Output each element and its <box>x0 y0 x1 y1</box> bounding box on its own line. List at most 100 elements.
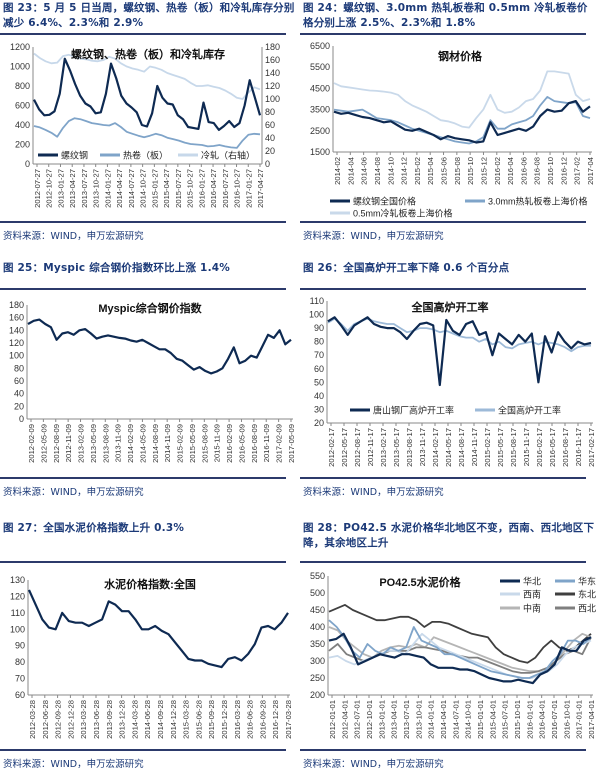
x-tick-label: 2012-02-09 <box>27 424 36 463</box>
x-tick-label: 2017-02-17 <box>587 428 596 467</box>
y-tick-label: 90 <box>314 323 324 333</box>
x-tick-label: 2014-11-09 <box>163 424 172 462</box>
y-tick-label: 350 <box>310 639 325 649</box>
cement-index-chart: 60 70 80 90 100 110 120 130 2012-03-28 2012-06-28… <box>10 575 293 739</box>
series-line <box>33 52 261 100</box>
divider <box>0 221 286 223</box>
y-tick-label: 1500 <box>310 147 330 157</box>
x-tick-label: 2016-04-01 <box>538 700 547 739</box>
x-tick-label: 2012-03-28 <box>28 700 37 739</box>
y-tick-label: 3500 <box>310 105 330 115</box>
x-tick-label: 2017-04 <box>586 157 595 185</box>
figure-caption: 图 25：Myspic 综合钢价指数环比上涨 1.4% <box>3 262 230 274</box>
x-tick-label: 2015-04-27 <box>162 169 171 208</box>
x-tick-label: 2015-05-17 <box>496 428 505 467</box>
y-tick-label: 40 <box>14 389 24 399</box>
y-tick-label: 70 <box>314 350 324 360</box>
x-tick-label: 2013-05-09 <box>89 424 98 463</box>
y-tick-label: 800 <box>15 81 30 91</box>
y-tick-label: 110 <box>310 296 324 306</box>
y-tick-label: 30 <box>314 404 324 414</box>
series-line <box>27 589 289 669</box>
legend-label: 热卷（板） <box>123 150 168 161</box>
x-tick-label: 2015-11-09 <box>213 424 222 462</box>
y-tick-label: 160 <box>9 313 24 323</box>
x-tick-label: 2015-10 <box>466 157 475 185</box>
y-tick-label: 0 <box>19 414 24 424</box>
x-tick-label: 2017-05-09 <box>287 424 296 463</box>
y-tick-label: 70 <box>15 674 25 684</box>
divider <box>0 749 286 751</box>
y-tick-label: 550 <box>310 571 325 581</box>
series-line <box>328 604 592 664</box>
x-tick-label: 2015-01-27 <box>150 169 159 208</box>
x-tick-label: 2014-10 <box>386 157 395 185</box>
y-tick-label: 300 <box>310 656 325 666</box>
source-note: 资料来源：WIND，申万宏源研究 <box>3 759 144 770</box>
y-tick-label: 500 <box>310 588 325 598</box>
x-tick-label: 2014-12-28 <box>169 700 178 739</box>
x-tick-label: 2014-08-09 <box>151 424 160 463</box>
series-line <box>333 70 591 129</box>
x-tick-label: 2016-10 <box>546 157 555 185</box>
y-tick-label: 50 <box>314 377 324 387</box>
series-line <box>328 632 592 685</box>
x-tick-label: 2015-02 <box>413 157 422 185</box>
x-tick-label: 2015-02-09 <box>176 424 185 463</box>
y2-tick-label: 80 <box>265 107 275 117</box>
x-tick-label: 2016-01-27 <box>197 169 206 208</box>
x-tick-label: 2017-02 <box>573 157 582 185</box>
x-tick-label: 2014-10-01 <box>464 700 473 739</box>
x-tick-label: 2015-10-01 <box>513 700 522 739</box>
x-tick-label: 2014-08 <box>373 157 382 185</box>
y-tick-label: 5500 <box>310 62 330 72</box>
y2-tick-label: 40 <box>265 133 275 143</box>
x-tick-label: 2014-06-28 <box>143 700 152 739</box>
x-tick-label: 2014-02 <box>333 157 342 185</box>
x-tick-label: 2016-04-27 <box>209 169 218 208</box>
x-tick-label: 2016-05-17 <box>548 428 557 467</box>
x-tick-label: 2015-01-01 <box>476 700 485 739</box>
x-tick-label: 2013-04-27 <box>68 169 77 208</box>
blast-furnace-chart: 20 30 40 50 60 70 80 90 100 110 2012-02-17 2012-05-… <box>309 296 596 467</box>
y-tick-label: 120 <box>9 338 24 348</box>
x-tick-label: 2016-07-27 <box>221 169 230 208</box>
x-tick-label: 2012-05-17 <box>340 428 349 467</box>
divider <box>300 33 586 35</box>
x-tick-label: 2013-11-09 <box>114 424 123 462</box>
y2-tick-label: 120 <box>265 81 280 91</box>
x-tick-label: 2014-07-27 <box>127 169 136 208</box>
divider <box>0 33 286 35</box>
legend-label: 西南 <box>523 589 541 600</box>
x-tick-label: 2013-10-27 <box>92 169 101 208</box>
x-tick-label: 2012-10-27 <box>45 169 54 208</box>
x-tick-label: 2016-03-28 <box>233 700 242 739</box>
x-tick-label: 2016-07-01 <box>550 700 559 739</box>
source-note: 资料来源：WIND，申万宏源研究 <box>3 231 144 242</box>
x-tick-label: 2015-04 <box>426 157 435 185</box>
x-tick-label: 2015-10-27 <box>186 169 195 208</box>
x-tick-label: 2013-04-01 <box>390 700 399 739</box>
divider <box>300 477 586 479</box>
x-tick-label: 2013-08-09 <box>101 424 110 463</box>
x-tick-label: 2017-02-09 <box>275 424 284 463</box>
chart-title: 全国高炉开工率 <box>411 300 489 314</box>
x-tick-label: 2014-03-28 <box>130 700 139 739</box>
x-tick-label: 2016-08 <box>533 157 542 185</box>
x-tick-label: 2013-07-01 <box>402 700 411 739</box>
x-tick-label: 2016-11-17 <box>574 428 583 466</box>
x-tick-label: 2017-01-01 <box>575 700 584 739</box>
x-tick-label: 2015-12-28 <box>220 700 229 739</box>
x-tick-label: 2014-08-17 <box>457 428 466 467</box>
legend-label: 华北 <box>523 576 541 587</box>
x-tick-label: 2012-10-01 <box>365 700 374 739</box>
x-tick-label: 2012-07-27 <box>33 169 42 208</box>
series-line <box>333 96 591 145</box>
x-tick-label: 2016-05-09 <box>237 424 246 463</box>
x-tick-label: 2013-10-01 <box>414 700 423 739</box>
y-tick-label: 0 <box>25 159 30 169</box>
x-tick-label: 2017-03-28 <box>284 700 293 739</box>
x-tick-label: 2015-06 <box>440 157 449 185</box>
